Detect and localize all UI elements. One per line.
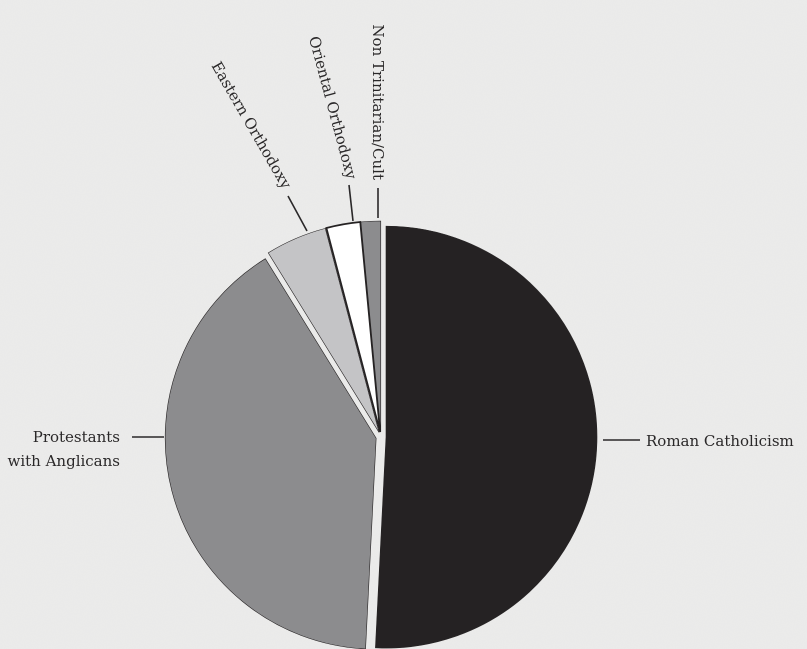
label-roman-catholicism: Roman Catholicism — [646, 432, 794, 450]
leader-oriental-orthodoxy — [348, 184, 354, 222]
leader-eastern-orthodoxy — [287, 195, 308, 232]
slice-oriental-orthodoxy — [325, 221, 382, 433]
slice-eastern-orthodoxy — [267, 228, 380, 433]
slice-non-trinitarian — [360, 220, 382, 433]
slice-protestants — [164, 258, 377, 649]
label-protestants-line1: Protestants — [33, 428, 120, 446]
leader-lines — [132, 184, 640, 441]
slice-roman-catholicism — [375, 225, 598, 649]
pie-slices — [164, 220, 598, 649]
label-non-trinitarian: Non Trinitarian/Cult — [369, 24, 387, 180]
label-protestants-line2: with Anglicans — [8, 452, 121, 470]
